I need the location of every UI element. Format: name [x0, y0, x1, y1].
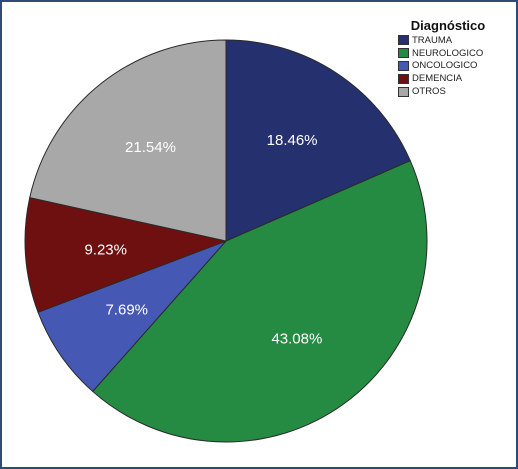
- legend-label: NEUROLOGICO: [412, 47, 484, 59]
- legend-label: OTROS: [412, 86, 446, 98]
- legend-item-neurologico: NEUROLOGICO: [398, 47, 510, 60]
- slice-label-oncologico: 7.69%: [105, 302, 148, 319]
- legend-label: DEMENCIA: [412, 73, 463, 85]
- slice-label-trauma: 18.46%: [267, 132, 318, 149]
- pie-slice-neurologico: [91, 160, 428, 443]
- legend-swatch: [398, 35, 409, 46]
- legend-swatch: [398, 60, 409, 71]
- pie-slice-trauma: [225, 39, 411, 242]
- legend-item-otros: OTROS: [398, 85, 510, 98]
- pie-slice-demencia: [24, 197, 228, 313]
- pie-slice-otros: [29, 39, 227, 242]
- legend-label: ONCOLOGICO: [412, 60, 478, 72]
- legend-swatch: [398, 48, 409, 59]
- legend: Diagnóstico TRAUMA NEUROLOGICO ONCOLOGICO D…: [398, 18, 510, 98]
- legend-item-demencia: DEMENCIA: [398, 72, 510, 85]
- legend-title: Diagnóstico: [410, 18, 486, 33]
- slice-label-demencia: 9.23%: [84, 242, 127, 259]
- pie-slice-oncologico: [37, 240, 227, 393]
- legend-swatch: [398, 73, 409, 84]
- slice-label-neurologico: 43.08%: [271, 331, 322, 348]
- legend-swatch: [398, 86, 409, 97]
- slice-label-otros: 21.54%: [125, 139, 176, 156]
- legend-item-oncologico: ONCOLOGICO: [398, 60, 510, 73]
- legend-item-trauma: TRAUMA: [398, 34, 510, 47]
- legend-items: TRAUMA NEUROLOGICO ONCOLOGICO DEMENCIA OTROS: [398, 34, 510, 98]
- legend-label: TRAUMA: [412, 34, 453, 46]
